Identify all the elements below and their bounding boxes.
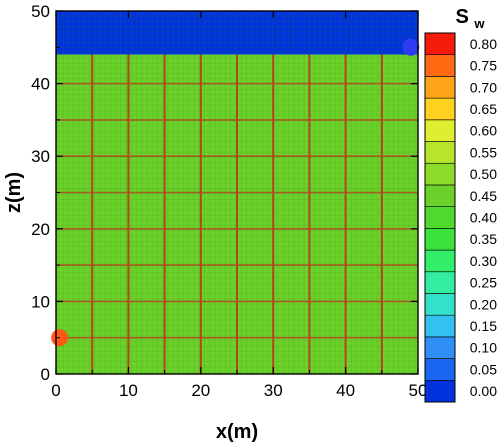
- y-tick-label: 50: [31, 2, 50, 21]
- x-tick-label: 0: [51, 381, 60, 400]
- y-tick-label: 40: [31, 75, 50, 94]
- y-tick-label: 30: [31, 147, 50, 166]
- colorbar-swatch: [424, 336, 456, 359]
- y-tick-label: 0: [41, 365, 50, 384]
- colorbar-swatch: [424, 314, 456, 338]
- colorbar-label: 0.10: [470, 340, 497, 356]
- colorbar-label: 0.35: [470, 231, 497, 247]
- colorbar-label: 0.05: [470, 361, 497, 377]
- x-tick-label: 50: [409, 381, 428, 400]
- colorbar-swatch: [424, 293, 456, 316]
- colorbar-swatch: [424, 228, 456, 251]
- colorbar-swatch: [424, 358, 456, 381]
- x-tick-label: 10: [119, 381, 138, 400]
- colorbar-swatch: [424, 141, 456, 164]
- colorbar-label: 0.20: [470, 296, 497, 312]
- x-tick-label: 40: [336, 381, 355, 400]
- colorbar-title-subscript: w: [473, 16, 485, 31]
- plot-area: [51, 10, 420, 375]
- colorbar-label: 0.30: [470, 253, 497, 269]
- colorbar-swatch: [424, 119, 456, 142]
- colorbar-swatch: [424, 249, 456, 273]
- y-tick-label: 10: [31, 292, 50, 311]
- axes: 0 10 20 30 40 50 0 10 20 30 40 50: [31, 2, 427, 400]
- y-tick-label: 20: [31, 220, 50, 239]
- colorbar-label: 0.70: [470, 79, 497, 95]
- colorbar-swatch: [424, 97, 456, 121]
- colorbar-swatch: [424, 379, 456, 403]
- colorbar-label: 0.15: [470, 318, 497, 334]
- colorbar-title-main: S: [455, 6, 468, 28]
- colorbar-label: 0.25: [470, 275, 497, 291]
- colorbar-swatches: [424, 32, 456, 403]
- colorbar: 0.00 0.05 0.10 0.15 0.20 0.25 0.30 0.35 0.40 0.45…: [424, 6, 497, 403]
- colorbar-label: 0.55: [470, 144, 497, 160]
- y-axis-label: z(m): [3, 172, 25, 213]
- colorbar-label: 0.75: [470, 58, 497, 74]
- colorbar-swatch: [424, 162, 456, 186]
- colorbar-swatch: [424, 76, 456, 99]
- x-axis-label: x(m): [216, 421, 258, 443]
- colorbar-label: 0.40: [470, 210, 497, 226]
- colorbar-labels: 0.00 0.05 0.10 0.15 0.20 0.25 0.30 0.35 0.40 0.45…: [470, 36, 497, 399]
- colorbar-label: 0.60: [470, 123, 497, 139]
- colorbar-label: 0.65: [470, 101, 497, 117]
- colorbar-label: 0.80: [470, 36, 497, 52]
- fractures: [56, 54, 418, 374]
- well-producer: [402, 38, 420, 56]
- x-tick-label: 30: [264, 381, 283, 400]
- colorbar-title: S w: [455, 6, 485, 31]
- colorbar-swatch: [424, 184, 456, 207]
- x-tick-label: 20: [191, 381, 210, 400]
- colorbar-label: 0.00: [470, 383, 497, 399]
- colorbar-frame: [424, 32, 456, 403]
- colorbar-swatch: [424, 54, 456, 77]
- colorbar-label: 0.50: [470, 166, 497, 182]
- colorbar-swatch: [424, 271, 456, 294]
- colorbar-swatch: [424, 32, 456, 56]
- colorbar-label: 0.45: [470, 188, 497, 204]
- colorbar-swatch: [424, 206, 456, 229]
